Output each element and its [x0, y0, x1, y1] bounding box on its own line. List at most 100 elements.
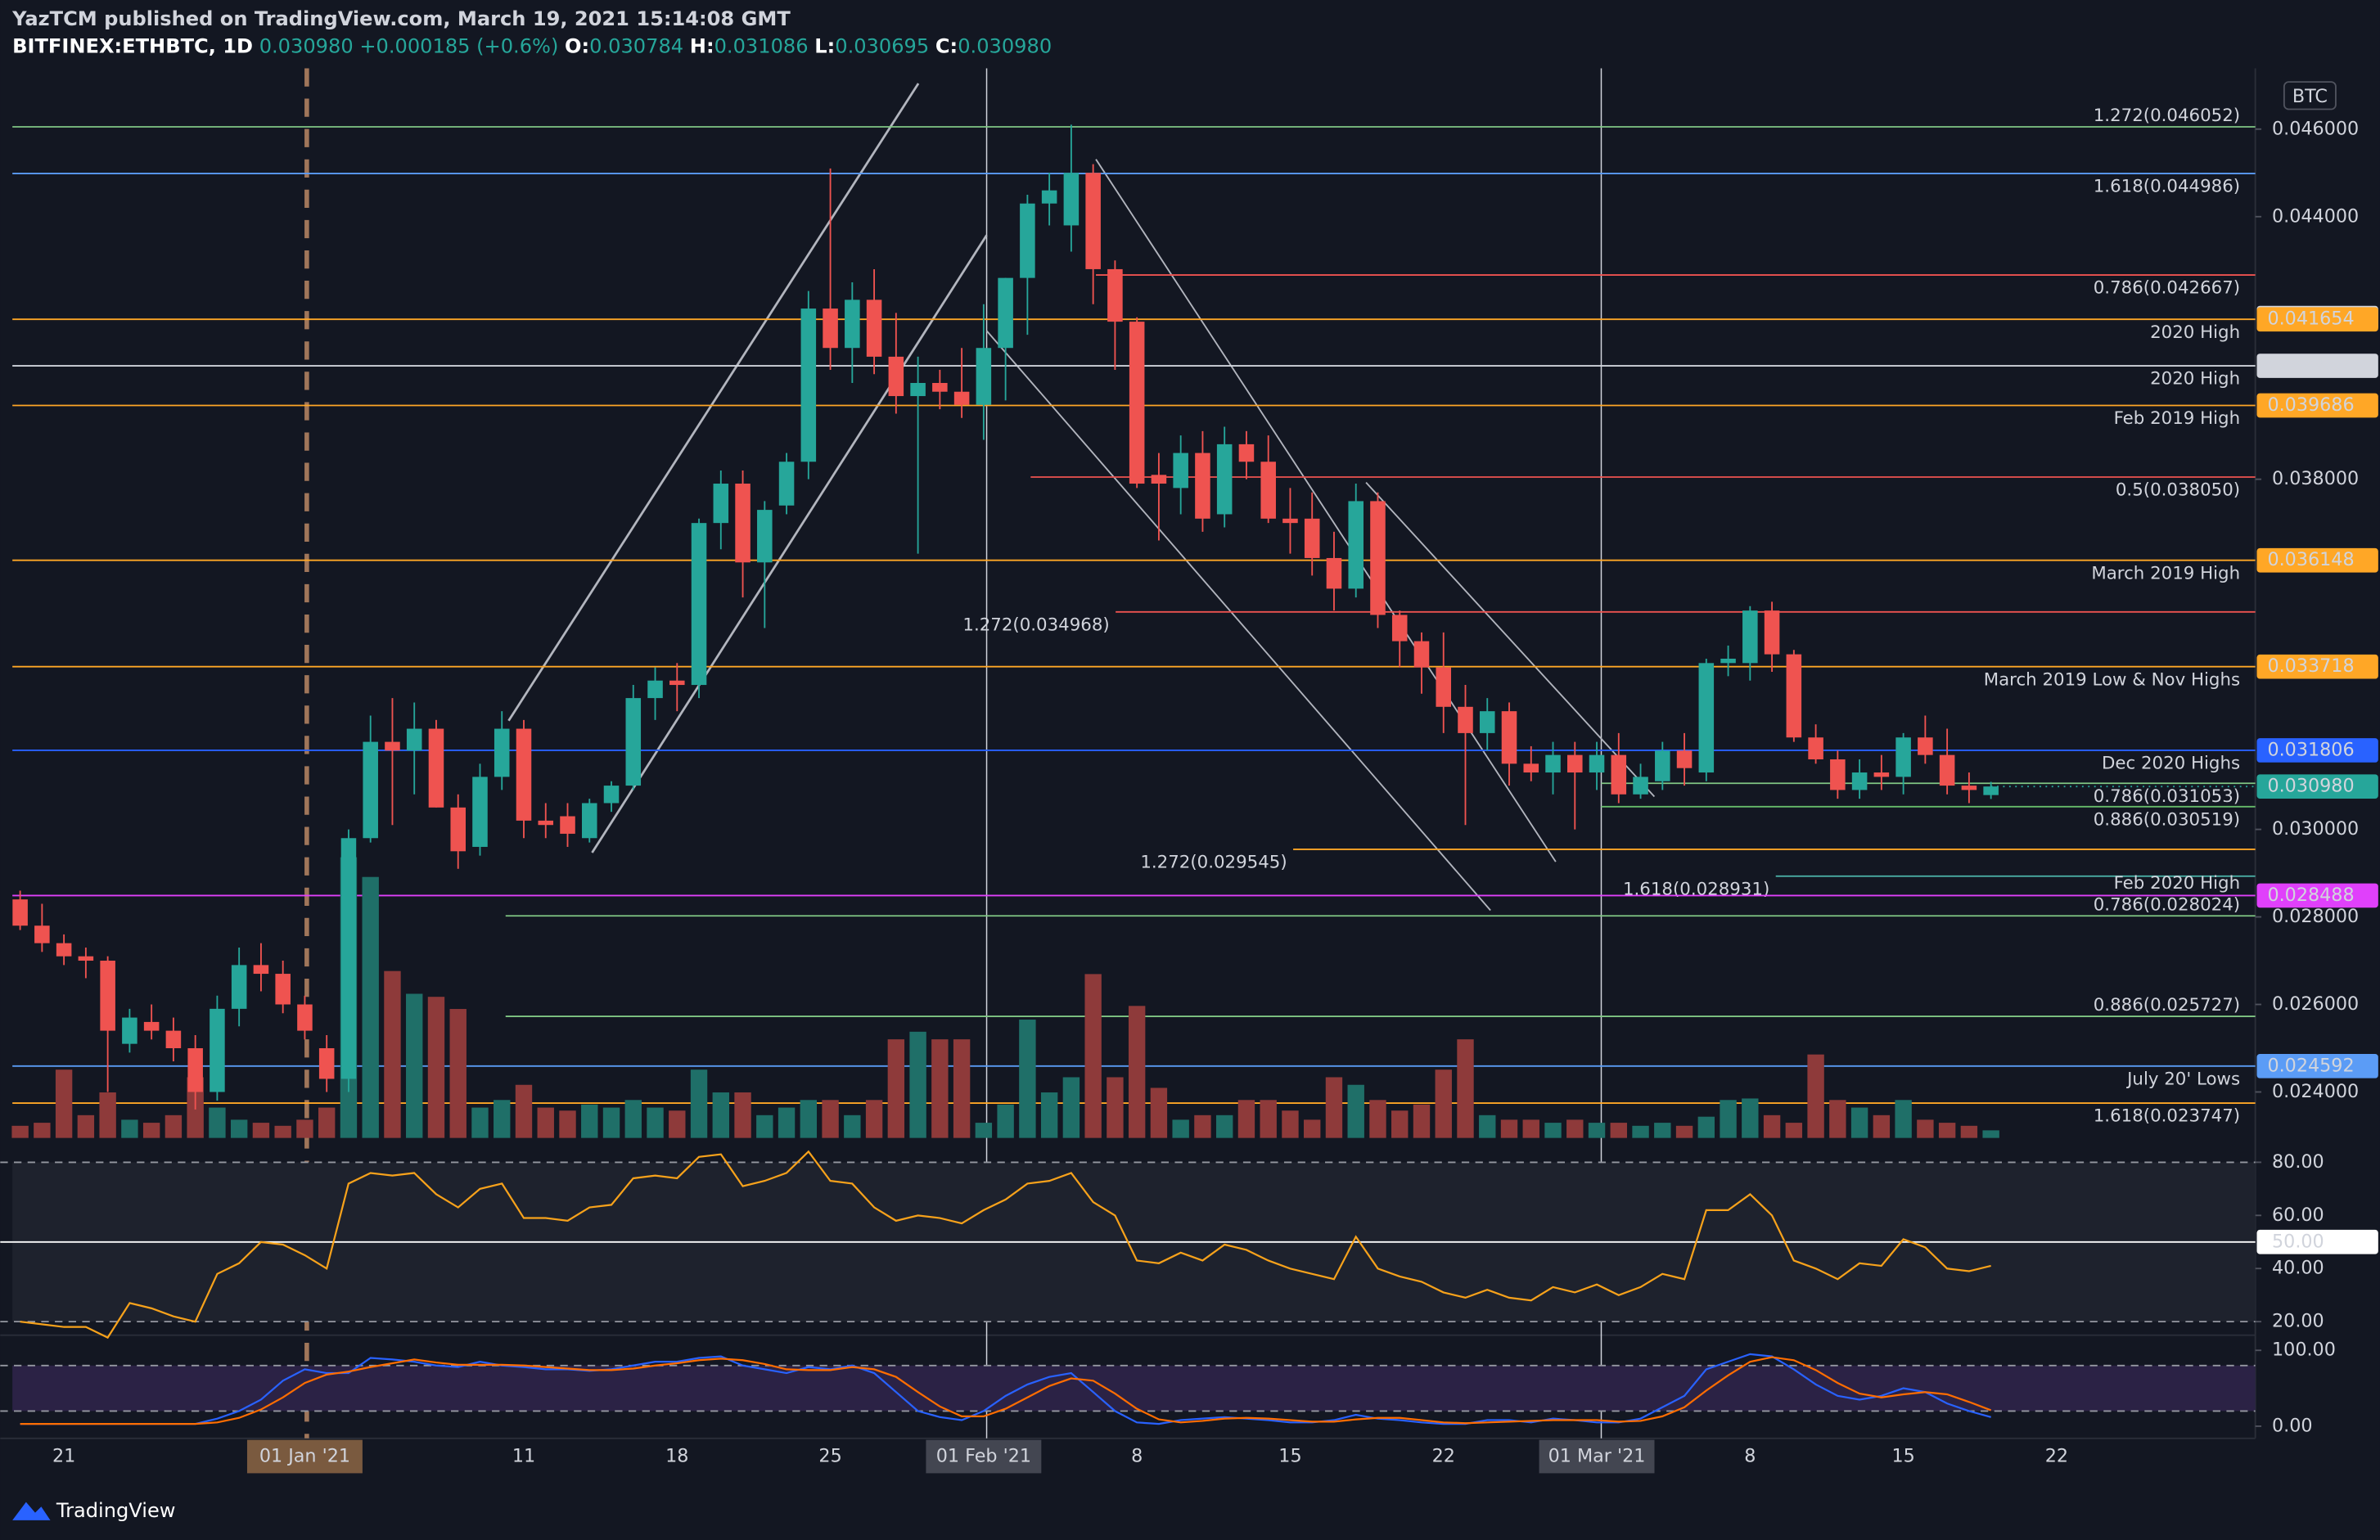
- candle-body: [998, 277, 1013, 349]
- candle-body: [516, 728, 532, 821]
- volume-bar: [384, 970, 401, 1138]
- volume-bar: [515, 1084, 533, 1138]
- candle-body: [691, 523, 707, 686]
- candle-body: [735, 484, 751, 563]
- x-tick-label: 15: [1278, 1446, 1301, 1467]
- low-value: 0.030695: [835, 34, 929, 57]
- candle-body: [210, 1008, 225, 1092]
- candle-body: [866, 299, 882, 357]
- candle-body: [625, 698, 642, 786]
- volume-bar: [1150, 1087, 1168, 1138]
- band: [12, 1365, 2256, 1412]
- last-price-label: 0.030980: [2267, 776, 2354, 797]
- candle-body: [953, 391, 970, 405]
- candle-body: [1676, 750, 1693, 768]
- reference-tag-label: 50.00: [2272, 1231, 2324, 1252]
- candle-body: [1370, 501, 1386, 615]
- level-label: 1.618(0.028931): [1623, 879, 1769, 899]
- logo-icon: [12, 1502, 51, 1520]
- volume-bar: [1457, 1039, 1474, 1138]
- volume-bar: [121, 1119, 138, 1138]
- candle-body: [1918, 737, 1933, 755]
- price-tag-label: 0.031806: [2267, 739, 2354, 760]
- volume-bar: [494, 1100, 511, 1138]
- candle-body: [1413, 641, 1430, 668]
- volume-bar: [471, 1107, 489, 1138]
- volume-bar: [1479, 1114, 1496, 1138]
- x-tick-label: 01 Feb '21: [936, 1446, 1031, 1467]
- candle-body: [713, 484, 729, 524]
- last-price: 0.030980: [259, 34, 354, 57]
- candle-body: [581, 803, 597, 839]
- volume-bar: [734, 1092, 751, 1138]
- x-tick-label: 01 Jan '21: [259, 1446, 350, 1467]
- candle-body: [1545, 754, 1561, 773]
- volume-bar: [252, 1123, 270, 1138]
- x-tick-highlight: [926, 1439, 1042, 1474]
- price-tag-label: 0.024592: [2267, 1055, 2354, 1076]
- volume-bar: [99, 1092, 116, 1138]
- logo: TradingView: [12, 1499, 176, 1522]
- volume-bar: [1172, 1119, 1189, 1138]
- volume-bar: [1807, 1054, 1824, 1138]
- volume-bar: [1938, 1123, 1956, 1138]
- volume-bar: [209, 1107, 226, 1138]
- y-tick-label: 0.038000: [2272, 468, 2359, 489]
- candle-body: [1523, 763, 1539, 773]
- candle-body: [1567, 754, 1583, 773]
- candle-body: [1961, 786, 1977, 790]
- x-tick-label: 22: [1432, 1446, 1455, 1467]
- volume-bar: [1610, 1123, 1627, 1138]
- candle-body: [1151, 475, 1167, 484]
- volume-bar: [427, 997, 445, 1138]
- volume-bar: [1215, 1114, 1233, 1138]
- volume-bar: [624, 1100, 642, 1138]
- trend-line: [985, 330, 1491, 912]
- candle-body: [472, 777, 488, 847]
- volume-bar: [1895, 1100, 1912, 1138]
- volume-bar: [778, 1107, 796, 1138]
- price-tag: [2256, 654, 2378, 679]
- candle-body: [1195, 453, 1210, 519]
- level-label: 0.5(0.038050): [2116, 480, 2240, 501]
- price-tag-label: 0.033718: [2267, 655, 2354, 677]
- price-tag-label: 0.039686: [2267, 394, 2354, 416]
- volume-bar: [11, 1125, 29, 1138]
- volume-bar: [296, 1119, 313, 1138]
- candle-body: [1589, 754, 1605, 773]
- candle-body: [1020, 203, 1035, 278]
- volume-bar: [1654, 1123, 1671, 1138]
- candle-body: [669, 680, 685, 686]
- candle-body: [1173, 453, 1188, 489]
- volume-bar: [1742, 1098, 1759, 1138]
- price-tag: [2256, 883, 2378, 908]
- volume-bar: [1062, 1077, 1080, 1138]
- volume-bar: [669, 1110, 686, 1138]
- x-tick-label: 15: [1891, 1446, 1914, 1467]
- candle-body: [1742, 610, 1758, 664]
- candle-body: [1830, 759, 1846, 790]
- candle-body: [165, 1030, 182, 1048]
- y-tick-label: 0.024000: [2272, 1081, 2359, 1102]
- candle-body: [1436, 667, 1452, 707]
- volume-bar: [887, 1039, 905, 1138]
- level-note: Feb 2020 High: [2114, 873, 2241, 894]
- candle-body: [845, 299, 860, 349]
- close-label: C:: [935, 34, 958, 57]
- volume-bar: [1304, 1119, 1321, 1138]
- volume-bar: [230, 1119, 248, 1138]
- volume-bar: [1960, 1125, 1978, 1138]
- candle-body: [340, 838, 357, 1079]
- level-label: 1.618(0.023747): [2094, 1106, 2240, 1127]
- volume-bar: [77, 1114, 95, 1138]
- candle-body: [78, 956, 94, 961]
- trend-line: [1095, 159, 1557, 862]
- candle-body: [757, 510, 773, 563]
- candle-body: [1479, 711, 1495, 733]
- level-label: July 20' Lows: [2125, 1069, 2240, 1090]
- candle-body: [428, 728, 444, 808]
- candle-body: [823, 308, 838, 349]
- volume-bar: [931, 1039, 949, 1138]
- candle-body: [1063, 173, 1080, 226]
- currency: BTC: [2292, 86, 2328, 107]
